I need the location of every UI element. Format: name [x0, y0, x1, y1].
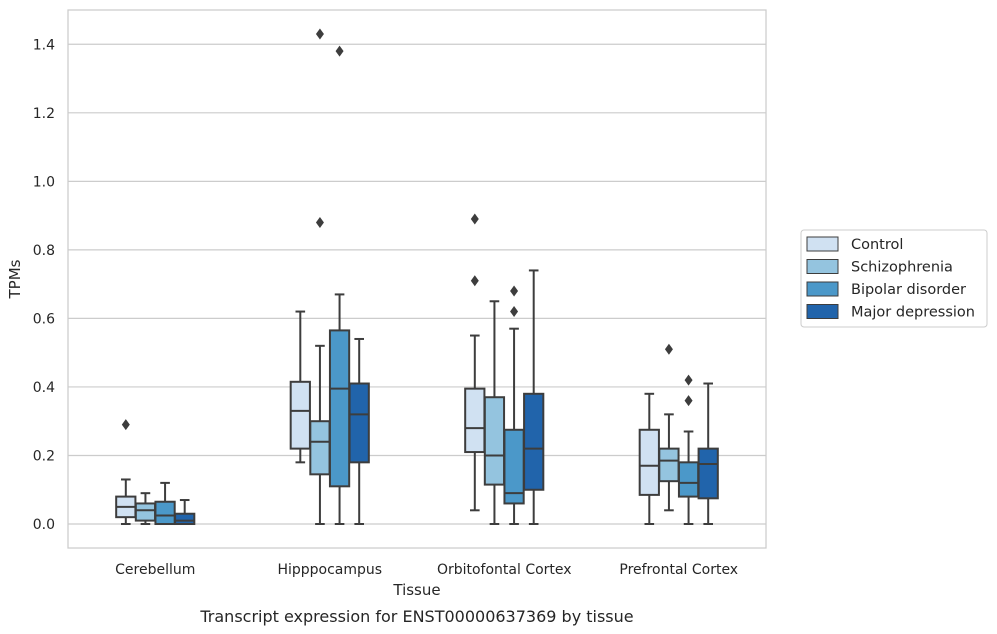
- box-2-3: [523, 269, 545, 526]
- x-tick-labels: Cerebellum Hipppocampus Orbitofontal Corte…: [115, 562, 738, 578]
- box-2-2: [503, 285, 525, 526]
- box-3-1: [658, 343, 680, 512]
- legend-swatch: [806, 259, 839, 274]
- legend-label: Major depression: [851, 305, 975, 321]
- y-tick-labels: 0.0 0.2 0.4 0.6 0.8 1.0 1.2 1.4: [33, 37, 55, 533]
- legend-swatch: [806, 304, 839, 319]
- box-iqr: [134, 502, 157, 522]
- outlier-point: [664, 343, 673, 355]
- box-0-0: [115, 419, 137, 526]
- box-3-2: [677, 374, 700, 526]
- box-0-3: [174, 499, 196, 526]
- outlier-point: [684, 395, 693, 407]
- outlier-point: [470, 275, 479, 287]
- box-iqr: [658, 447, 680, 483]
- box-1-0: [289, 310, 311, 464]
- legend: Control Schizophrenia Bipolar disorder Majo…: [800, 229, 988, 328]
- y-tick-label: 1.4: [33, 37, 55, 53]
- x-tick-label: Cerebellum: [115, 562, 195, 578]
- box-0-2: [154, 481, 176, 526]
- y-tick-label: 1.0: [33, 174, 55, 190]
- box-iqr: [289, 380, 311, 450]
- outlier-point: [121, 419, 130, 431]
- x-tick-label: Orbitofontal Cortex: [437, 562, 572, 578]
- box-iqr: [464, 387, 486, 454]
- outlier-point: [315, 28, 324, 40]
- box-iqr: [677, 461, 700, 498]
- outlier-point: [335, 45, 344, 57]
- legend-label: Schizophrenia: [851, 260, 953, 276]
- box-iqr: [697, 447, 719, 500]
- box-groups: [115, 28, 719, 526]
- y-tick-label: 0.6: [33, 311, 55, 327]
- box-iqr: [523, 392, 545, 491]
- outlier-point: [510, 306, 519, 318]
- x-axis-label: Tissue: [392, 581, 440, 599]
- y-tick-label: 0.0: [33, 517, 55, 533]
- x-tick-label: Hipppocampus: [277, 562, 382, 578]
- outlier-point: [510, 285, 519, 297]
- box-1-1: [309, 28, 331, 526]
- chart-caption: Transcript expression for ENST0000063736…: [199, 607, 633, 626]
- box-iqr: [638, 428, 660, 496]
- outlier-point: [315, 216, 324, 228]
- legend-label: Bipolar disorder: [851, 282, 966, 298]
- legend-frame: [800, 229, 988, 328]
- box-iqr: [154, 500, 176, 526]
- box-2-1: [483, 300, 506, 526]
- box-iqr: [348, 382, 370, 464]
- box-0-1: [134, 492, 157, 526]
- y-tick-label: 0.4: [33, 380, 55, 396]
- outlier-point: [684, 374, 693, 386]
- box-iqr: [309, 420, 331, 476]
- grid-lines: [68, 43, 766, 525]
- legend-swatch: [806, 281, 839, 297]
- x-tick-label: Prefrontal Cortex: [619, 562, 738, 578]
- box-iqr: [174, 512, 196, 526]
- y-tick-label: 1.2: [33, 106, 55, 122]
- box-1-2: [328, 45, 351, 526]
- y-tick-label: 0.8: [33, 243, 55, 259]
- y-tick-label: 0.2: [33, 448, 55, 464]
- box-iqr: [328, 329, 351, 488]
- box-3-0: [638, 392, 660, 526]
- legend-swatch: [806, 236, 839, 252]
- box-3-3: [697, 382, 719, 526]
- box-2-0: [464, 213, 486, 512]
- box-iqr: [483, 396, 506, 486]
- y-axis-label: TPMs: [6, 259, 24, 299]
- box-1-3: [348, 337, 370, 526]
- outlier-point: [470, 213, 479, 225]
- legend-label: Control: [851, 237, 903, 253]
- plot-frame: [67, 9, 767, 549]
